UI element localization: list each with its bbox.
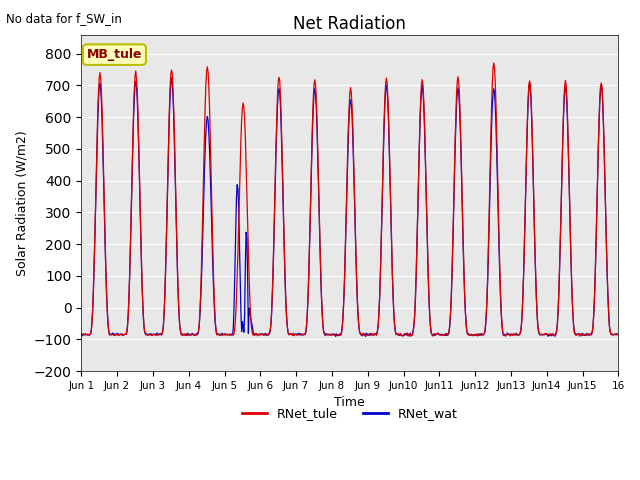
Text: No data for f_SW_in: No data for f_SW_in <box>6 12 122 25</box>
RNet_wat <box>77 332 85 337</box>
RNet_tule <box>196 292 204 298</box>
Line: RNet_wat: RNet_wat <box>81 78 618 336</box>
RNet_wat <box>362 334 369 339</box>
RNet_tule <box>490 60 498 66</box>
RNet_tule <box>87 330 95 336</box>
Line: RNet_tule: RNet_tule <box>81 63 618 336</box>
Legend: RNet_tule, RNet_wat: RNet_tule, RNet_wat <box>237 402 463 425</box>
RNet_wat <box>87 330 95 336</box>
RNet_wat <box>614 331 621 337</box>
RNet_tule <box>77 331 85 337</box>
X-axis label: Time: Time <box>335 396 365 409</box>
Y-axis label: Solar Radiation (W/m2): Solar Radiation (W/m2) <box>15 130 28 276</box>
RNet_wat <box>168 75 175 81</box>
RNet_wat <box>142 332 150 338</box>
RNet_wat <box>226 332 234 337</box>
RNet_wat <box>432 332 440 337</box>
RNet_tule <box>225 332 233 337</box>
RNet_tule <box>415 177 422 183</box>
RNet_tule <box>142 332 150 337</box>
RNet_tule <box>576 334 584 339</box>
Text: MB_tule: MB_tule <box>86 48 142 61</box>
RNet_tule <box>614 332 621 337</box>
Title: Net Radiation: Net Radiation <box>293 15 406 33</box>
RNet_wat <box>416 122 424 128</box>
RNet_wat <box>198 279 205 285</box>
RNet_tule <box>430 331 438 336</box>
